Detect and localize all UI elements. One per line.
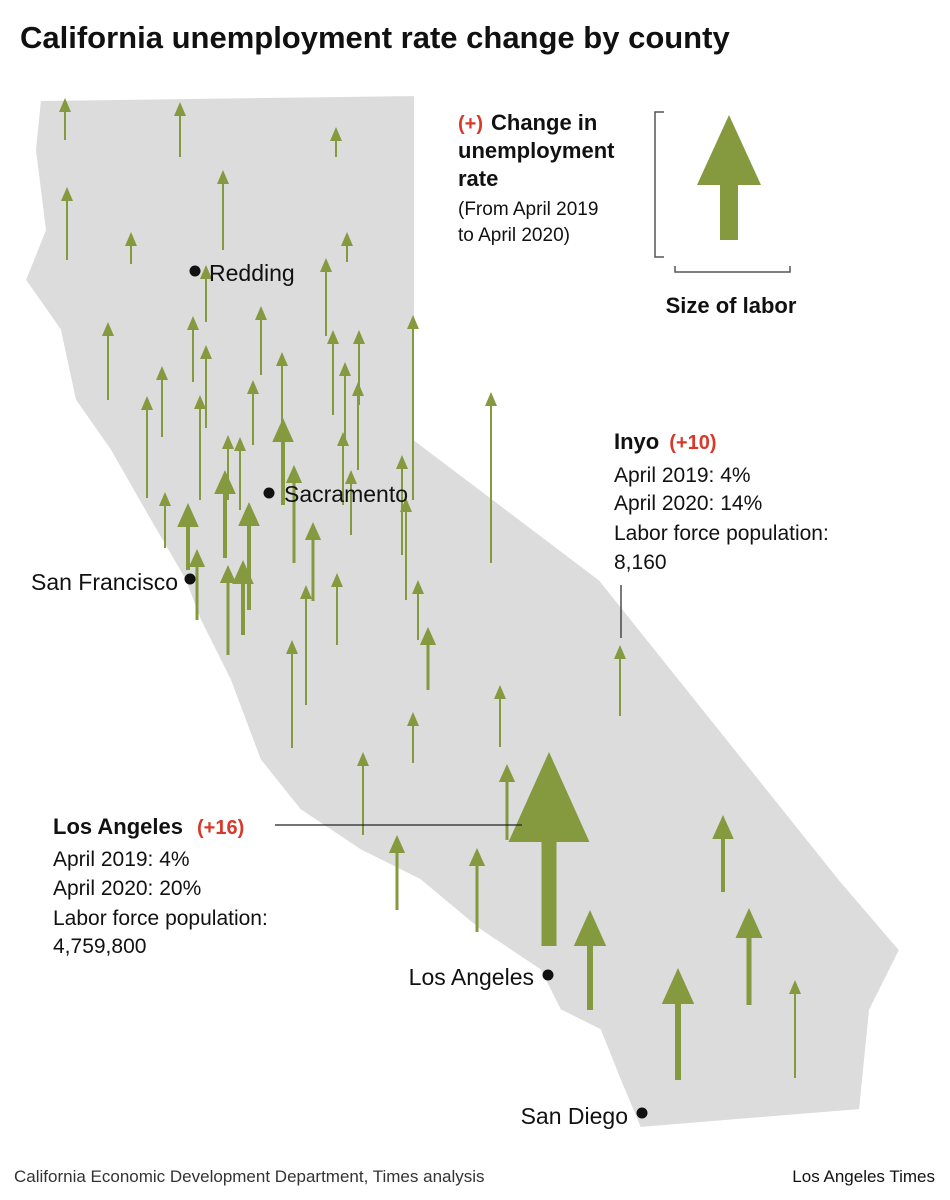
county-arrow [341,232,353,262]
callout-change: (+16) [197,817,244,839]
legend-heading: (+) Change in [458,110,597,135]
county-arrow [494,685,506,747]
county-arrow [255,306,267,375]
city-label: San Francisco [31,569,178,595]
city-label: Los Angeles [409,964,534,990]
county-arrow [388,835,406,910]
county-arrow [400,498,412,600]
city-label: Redding [209,260,295,286]
county-arrow [61,187,73,260]
county-arrow [272,418,294,505]
county-arrow [345,470,357,535]
city-label: Sacramento [284,481,408,507]
county-arrow [357,752,369,835]
county-arrow [125,232,137,264]
callout-line-text: Labor force population: [614,522,829,545]
county-arrow [234,437,246,510]
city-labels: Redding Sacramento San Francisco Los Ang… [31,260,648,1129]
county-arrow [222,435,234,500]
county-arrow [159,492,171,548]
city-dot [542,969,554,981]
county-arrow [407,712,419,763]
county-arrow [337,432,349,505]
county-arrow [353,330,365,405]
legend-note: (From April 2019 [458,199,598,220]
county-arrow [396,455,408,555]
county-arrow [712,815,734,892]
callout-name: Inyo [614,429,659,454]
county-arrow [59,98,71,140]
callout-line-text: April 2019: 4% [614,464,751,487]
legend-heading-line: Change in [491,110,597,135]
legend-heading-line: rate [458,166,498,191]
county-arrow [498,764,516,840]
city-dot [263,487,275,499]
callout-line-text: April 2019: 4% [53,848,190,871]
credit: Los Angeles Times [792,1167,935,1186]
county-arrow [327,330,339,415]
county-arrow [174,102,186,157]
county-arrow [330,127,342,157]
county-arrow [300,585,312,705]
county-arrow [407,315,419,500]
county-arrow [194,395,206,500]
city-dot [189,265,201,277]
callout-name: Los Angeles [53,814,183,839]
source: California Economic Development Departme… [14,1167,485,1186]
callout-name: Los Angeles (+16) [53,814,244,839]
city-dot [184,573,196,585]
legend-arrow [697,115,761,240]
county-arrow [614,645,626,716]
county-arrows [59,98,801,1080]
title: California unemployment rate change by c… [20,20,730,55]
county-arrow [485,392,497,563]
legend-heading-line: unemployment [458,138,615,163]
legend-plus: (+) [458,113,483,135]
county-arrow [247,380,259,445]
county-arrow [320,258,332,336]
county-arrow [508,752,590,946]
county-arrow [286,640,298,748]
county-arrow [200,345,212,428]
county-arrow [219,565,237,655]
county-arrow [412,580,424,640]
county-arrow [200,265,212,322]
county-arrow [102,322,114,400]
california-outline [23,93,902,1130]
county-arrow [238,502,260,610]
callout-line-text: Labor force population: [53,907,268,930]
county-arrow [339,362,351,440]
city-dot [636,1107,648,1119]
county-arrow [661,968,695,1080]
county-arrow [188,549,206,620]
county-arrow [214,470,236,558]
county-arrow [304,522,322,601]
county-arrow [573,910,607,1010]
callout-line-text: 4,759,800 [53,935,146,958]
county-arrow [156,366,168,437]
legend-note: to April 2020) [458,225,570,246]
legend-size-label: Size of labor [666,293,797,318]
county-arrow [141,396,153,498]
county-arrow [468,848,486,932]
county-arrow [285,465,303,563]
county-arrow [177,503,199,570]
county-arrow [331,573,343,645]
county-arrow [232,560,254,635]
county-arrow [187,316,199,382]
city-label: San Diego [521,1103,628,1129]
callout-line-text: April 2020: 20% [53,877,201,900]
callout-change: (+10) [669,432,716,454]
county-arrow [217,170,229,250]
legend-bracket [654,111,791,273]
county-arrow [352,382,364,470]
county-arrow [735,908,763,1005]
callout-name: Inyo (+10) [614,429,716,454]
county-arrow [419,627,437,690]
callout-line-text: April 2020: 14% [614,492,762,515]
callout-line-text: 8,160 [614,551,667,574]
county-arrow [789,980,801,1078]
